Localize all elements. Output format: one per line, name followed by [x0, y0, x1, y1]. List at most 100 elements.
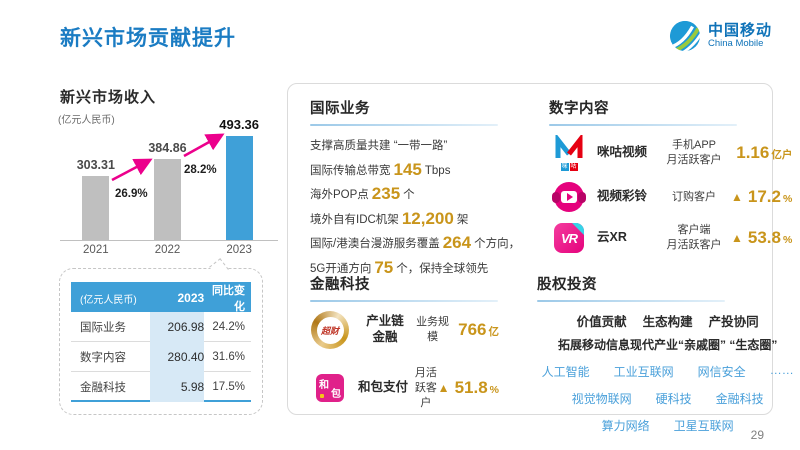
- video-ringtone-icon: [549, 182, 589, 212]
- stat-text: 国际传输总带宽: [310, 164, 391, 177]
- video-screen: [561, 191, 577, 203]
- bar-2022: 384.86: [132, 141, 203, 240]
- item-unit: 亿户: [771, 149, 793, 161]
- growth-label-2: 28.2%: [184, 164, 217, 176]
- row-change: 17.5%: [212, 381, 245, 393]
- equity-keyword: 产投协同: [708, 315, 759, 329]
- bar: [153, 159, 181, 240]
- row-label: 金融科技: [80, 382, 126, 394]
- table-header-unit: (亿元人民币): [80, 294, 137, 306]
- page-number: 29: [750, 428, 764, 442]
- hebao-char: 包: [331, 389, 341, 401]
- section-divider: [310, 300, 498, 302]
- digital-item-cloud-xr: VR 云XR 客户端 月活跃客户 ▲ 53.8 %: [549, 223, 800, 253]
- section-title: 股权投资: [537, 277, 597, 293]
- item-value: 766: [458, 320, 487, 339]
- item-value: 53.8: [747, 228, 781, 247]
- hebao-pay-icon: 和 包: [310, 374, 350, 403]
- chart-unit-label: (亿元人民币): [58, 115, 115, 126]
- growth-label-1: 26.9%: [115, 188, 148, 200]
- item-unit: %: [782, 234, 793, 246]
- stat-suffix: 个: [403, 189, 415, 201]
- section-divider: [537, 300, 725, 302]
- stat-number: 12,200: [401, 208, 454, 228]
- migu-video-icon: 咪 咕: [549, 135, 589, 171]
- section-title: 数字内容: [549, 101, 609, 117]
- item-value: 1.16: [736, 143, 770, 162]
- row-value: 206.98: [150, 312, 205, 342]
- bar-value-label: 384.86: [148, 141, 187, 155]
- row-value: 280.40: [150, 342, 205, 372]
- logo-name-en: China Mobile: [707, 38, 764, 50]
- migu-m-glyph: [555, 135, 583, 158]
- item-unit: %: [782, 193, 793, 205]
- bar-value-label: 493.36: [219, 117, 260, 132]
- sector-label: 网信安全: [697, 365, 746, 379]
- bar: [225, 136, 253, 240]
- item-value-wrap: ▲ 51.8 %: [438, 378, 513, 398]
- row-label: 国际业务: [80, 322, 126, 334]
- section-title: 国际业务: [310, 101, 370, 117]
- headphone-ear: [578, 192, 586, 203]
- intl-stat: 国际/港澳台漫游服务覆盖 264 个方向，: [310, 231, 520, 256]
- category-label: 2023: [226, 244, 252, 256]
- bar-2021: 303.31: [60, 158, 131, 240]
- table-header-row: (亿元人民币) 2023 同比变化: [71, 282, 251, 313]
- equity-keyword: 价值贡献: [576, 315, 627, 329]
- section-divider: [549, 124, 737, 126]
- table-row: 国际业务 206.98 24.2%: [71, 312, 251, 342]
- item-metric: 业务规模: [416, 316, 450, 343]
- breakdown-table: (亿元人民币) 2023 同比变化 国际业务 206.98 24.2% 数字内容…: [71, 282, 251, 402]
- item-unit: 亿: [488, 326, 500, 338]
- sector-label: 人工智能: [541, 365, 590, 379]
- item-name: 视频彩铃: [597, 189, 648, 204]
- chaocai-letters: 超财: [320, 325, 339, 336]
- sector-label: 算力网络: [601, 419, 650, 433]
- section-equity-investment: 股权投资 价值贡献 生态构建 产投协同 拓展移动信息现代产业“亲戚圈” “生态圈…: [521, 266, 800, 444]
- china-mobile-logo: 中国移动 China Mobile: [668, 19, 772, 53]
- equity-slogan: 拓展移动信息现代产业“亲戚圈” “生态圈”: [557, 338, 778, 352]
- migu-wordmark: 咪 咕: [560, 163, 578, 171]
- section-international: 国际业务 支撑高质量共建 “一带一路” 国际传输总带宽 145 Tbps 海外POP…: [288, 84, 521, 277]
- intl-stat: 海外POP点 235 个: [310, 182, 513, 207]
- stat-suffix: 个，保持全球领先: [396, 262, 489, 275]
- growth-arrow-2: [183, 133, 225, 158]
- item-value: 17.2: [747, 187, 781, 206]
- chaocai-inner: 超财: [316, 316, 344, 344]
- wordmark-char: 咪: [560, 163, 569, 171]
- item-name: 咪咕视频: [597, 145, 648, 160]
- intl-stat: 5G开通方向 75 个，保持全球领先: [310, 256, 513, 281]
- hebao-accent: [320, 394, 324, 399]
- hebao-char: 和: [319, 380, 329, 392]
- item-name: 产业链 金融: [366, 314, 404, 344]
- section-title: 金融科技: [310, 277, 370, 293]
- growth-arrows: [111, 133, 225, 182]
- equity-keyword: 生态构建: [642, 315, 693, 329]
- details-panel: 国际业务 支撑高质量共建 “一带一路” 国际传输总带宽 145 Tbps 海外POP…: [287, 83, 794, 433]
- wordmark-char: 咕: [569, 163, 578, 171]
- item-value-wrap: 1.16 亿户: [731, 143, 800, 163]
- logo-name-zh: 中国移动: [707, 21, 772, 39]
- intl-intro: 支撑高质量共建 “一带一路”: [310, 140, 448, 152]
- sector-label: 卫星互联网: [673, 419, 734, 433]
- equity-sector-row: 视觉物联网 硬科技 金融科技: [537, 390, 798, 407]
- headphone-ear: [552, 192, 560, 203]
- sector-label: 视觉物联网: [571, 392, 632, 406]
- video-ringtone-glyph: [552, 182, 586, 212]
- fintech-item-hebao-pay: 和 包 和包支付 月活跃客户 ▲ 51.8 %: [310, 366, 513, 411]
- table-row: 数字内容 280.40 31.6%: [71, 342, 251, 372]
- table-header-2023: 2023: [177, 291, 205, 305]
- category-label: 2021: [83, 244, 109, 256]
- bar-2023: 493.36: [204, 117, 275, 240]
- up-triangle-icon: ▲: [437, 381, 450, 396]
- stat-number: 145: [393, 159, 422, 179]
- hebao-glyph: 和 包: [316, 374, 344, 403]
- equity-sector-row: 人工智能 工业互联网 网信安全 ……: [537, 363, 798, 380]
- item-value-wrap: 766 亿: [453, 320, 513, 340]
- sector-label: ……: [769, 363, 794, 377]
- chaocai-icon: 超财: [310, 311, 350, 349]
- chart-title: 新兴市场收入: [60, 89, 157, 106]
- bar-value-label: 303.31: [76, 158, 115, 172]
- item-name: 和包支付: [358, 380, 409, 395]
- row-value: 5.98: [150, 372, 205, 402]
